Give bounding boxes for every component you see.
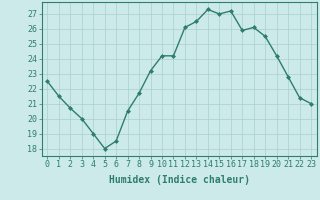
X-axis label: Humidex (Indice chaleur): Humidex (Indice chaleur) [109, 175, 250, 185]
